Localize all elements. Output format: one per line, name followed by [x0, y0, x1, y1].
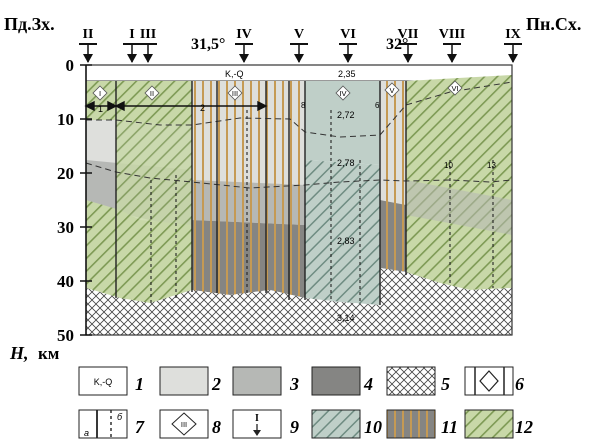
station-label: VII — [397, 27, 418, 42]
station-label: III — [140, 27, 156, 42]
station-marker-iii: III — [139, 27, 157, 63]
legend-item-2: 2 — [159, 366, 221, 396]
block-label-text: VI — [451, 84, 458, 93]
station-marker-viii: VIII — [439, 27, 465, 63]
block-v-stripes — [380, 81, 406, 271]
block-label-text: II — [150, 89, 154, 98]
well-label-3: 10 — [444, 161, 453, 170]
legend-number: 1 — [135, 374, 144, 394]
depth-tick-label: 0 — [66, 56, 75, 75]
block-iii-stripes — [192, 81, 305, 296]
block-iv-lower — [305, 160, 380, 305]
interface-dashed-1 — [86, 81, 513, 138]
legend-item-5: 5 — [386, 366, 450, 396]
legend-number: 6 — [515, 374, 524, 394]
legend-number: 12 — [515, 417, 533, 437]
block-label-vi: VI — [447, 80, 463, 96]
depth-axis: 0 10 20 30 40 50 — [57, 56, 92, 345]
block-iv-upper — [305, 81, 380, 165]
legend-item-7: а б 7 — [78, 409, 145, 439]
station-marker-v: V — [290, 27, 308, 63]
station-marker-vii: VII — [397, 27, 419, 63]
legend-number: 2 — [211, 374, 221, 394]
well-label-1: 8 — [301, 101, 306, 110]
density-label-2: 2,78 — [337, 158, 355, 168]
legend-number: 3 — [289, 374, 299, 394]
legend-number: 11 — [441, 417, 458, 437]
legend-sample-text: III — [181, 420, 187, 429]
legend-item-11: 11 — [386, 409, 458, 439]
legend-item-6: 6 — [464, 366, 524, 396]
well-label-2: 6 — [375, 101, 380, 110]
longitude-label-32: 32° — [386, 36, 408, 53]
surface-density-value: 2,35 — [338, 69, 356, 79]
axis-symbol: H, — [9, 343, 29, 363]
axis-unit: км — [38, 344, 60, 363]
station-label: IV — [236, 27, 252, 42]
legend-item-10: 10 — [311, 409, 382, 439]
legend-item-4: 4 — [311, 366, 373, 396]
density-label-4: 3,14 — [337, 313, 355, 323]
legend-number: 5 — [441, 374, 450, 394]
legend-number: 10 — [364, 417, 382, 437]
block-label-text: V — [389, 86, 394, 95]
station-label: V — [294, 27, 304, 42]
station-marker-ix: IX — [504, 27, 522, 63]
legend-sub-a: а — [84, 428, 89, 438]
legend-sample-text: K,-Q — [94, 377, 113, 387]
corner-label-right: Пн.Сх. — [526, 14, 581, 34]
block-label-text: I — [99, 89, 101, 98]
well-label-4: 13 — [487, 161, 496, 170]
legend: K,-Q 1 2 3 4 5 6аб 7 III 8 I 9 10 11 12 — [78, 366, 533, 439]
surface-kq-label: K,-Q — [225, 69, 244, 79]
legend-number: 4 — [363, 374, 373, 394]
station-marker-iv: IV — [235, 27, 253, 63]
arrow-label-1: 1 — [98, 104, 103, 114]
station-marker-ii: II — [79, 27, 97, 63]
station-marker-i: I — [123, 27, 141, 63]
block-vi-green — [406, 75, 512, 290]
depth-tick-label: 50 — [57, 326, 74, 345]
legend-sample-text: I — [255, 413, 259, 424]
legend-number: 9 — [290, 417, 299, 437]
block-label-iv: IV — [335, 85, 351, 101]
station-label: IX — [505, 27, 521, 42]
legend-item-3: 3 — [232, 366, 299, 396]
legend-item-12: 12 — [464, 409, 533, 439]
block-label-ii: II — [144, 85, 160, 101]
arrow-label-2: 2 — [200, 103, 205, 113]
longitude-label-31-5: 31,5° — [191, 36, 225, 53]
corner-label-left: Пд.Зх. — [4, 14, 55, 34]
mantle-crosshatch — [86, 268, 512, 335]
block-labels: I II III IV V VI — [92, 80, 463, 101]
station-label: VI — [340, 27, 356, 42]
density-label-3: 2,83 — [337, 236, 355, 246]
block-label-v: V — [384, 82, 400, 98]
density-label-1: 2,72 — [337, 110, 355, 120]
legend-sub-b: б — [117, 412, 123, 422]
block-label-text: IV — [339, 89, 346, 98]
depth-tick-label: 20 — [57, 164, 74, 183]
block-label-text: III — [232, 89, 238, 98]
station-label: VIII — [439, 27, 465, 42]
interface-dashed-2 — [85, 162, 513, 189]
legend-item-8: III 8 — [159, 409, 221, 439]
station-label: I — [129, 27, 134, 42]
block-label-iii: III — [227, 85, 243, 101]
depth-tick-label: 40 — [57, 272, 74, 291]
block-vi-lower-gray — [406, 180, 512, 235]
station-markers: II I III IV V VI VII VIII IX — [79, 27, 522, 63]
extent-arrows — [84, 100, 268, 112]
station-marker-vi: VI — [339, 27, 357, 63]
depth-tick-label: 30 — [57, 218, 74, 237]
legend-number: 7 — [135, 417, 145, 437]
station-label: II — [83, 27, 94, 42]
legend-number: 8 — [212, 417, 221, 437]
cross-section — [85, 64, 513, 336]
depth-tick-label: 10 — [57, 110, 74, 129]
block-ii-green-right — [116, 81, 192, 303]
block-label-i: I — [92, 85, 108, 101]
legend-item-1: K,-Q 1 — [78, 366, 144, 396]
